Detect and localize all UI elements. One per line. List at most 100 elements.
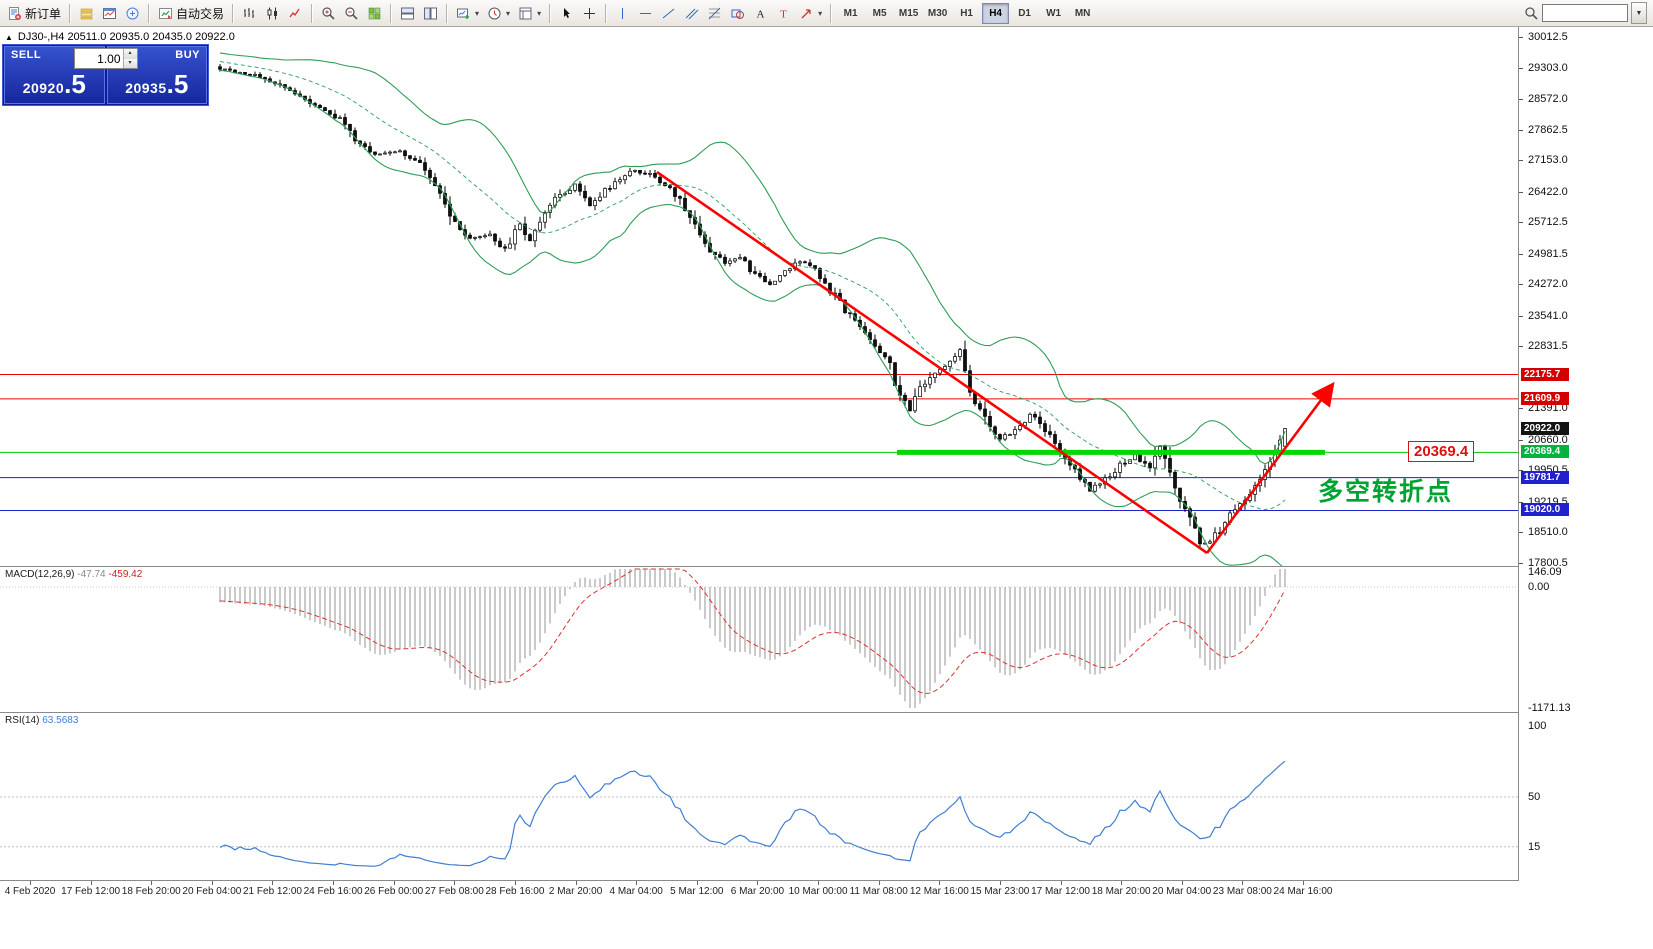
collapse-trade-panel-icon[interactable]: ▲ [5, 32, 13, 42]
search-input[interactable] [1542, 4, 1628, 22]
tile-windows-button[interactable] [363, 1, 386, 25]
macd-indicator-panel[interactable]: MACD(12,26,9) -47.74 -459.42 [0, 567, 1518, 713]
symbol-ohlc-label: DJ30-,H4 20511.0 20935.0 20435.0 20922.0 [17, 31, 235, 43]
layers-icon [79, 6, 94, 21]
time-axis-label: 5 Mar 12:00 [670, 886, 724, 897]
time-axis-tick [818, 881, 820, 885]
time-axis[interactable]: 4 Feb 2020 17 Feb 12:00 18 Feb 20:00 20 Feb… [0, 881, 1653, 949]
timeframe-m30-button[interactable]: M30 [927, 7, 948, 19]
timeframe-w1-button[interactable]: W1 [1046, 7, 1062, 19]
cursor-button[interactable] [555, 1, 578, 25]
search-dropdown-button[interactable]: ▼ [1631, 2, 1647, 24]
label-button[interactable]: T [772, 1, 795, 25]
trendline-down[interactable] [656, 170, 1208, 555]
text-button[interactable]: A [749, 1, 772, 25]
volume-field[interactable]: ▴ ▾ [73, 48, 138, 69]
toolbar-separator [605, 3, 608, 23]
symbol-info-bar: ▲ DJ30-,H4 20511.0 20935.0 20435.0 20922… [5, 31, 235, 43]
channel-icon [684, 6, 699, 21]
volume-down-button[interactable]: ▾ [123, 58, 137, 68]
time-axis-label: 4 Feb 2020 [4, 886, 56, 897]
time-axis-tick [1121, 881, 1123, 885]
fibonacci-button[interactable] [703, 1, 726, 25]
autotrade-button[interactable]: 自动交易 [154, 1, 228, 25]
crosshair-button[interactable] [578, 1, 601, 25]
arrange-vertical-button[interactable] [419, 1, 442, 25]
new-order-icon [7, 6, 22, 21]
timeframe-h4-button[interactable]: H4 [982, 2, 1010, 24]
candlestick-chart-button[interactable] [261, 1, 284, 25]
toolbar-separator [830, 3, 833, 23]
volume-up-button[interactable]: ▴ [123, 49, 137, 59]
line-chart-button[interactable] [284, 1, 307, 25]
sell-label: SELL [11, 49, 42, 61]
macd-histogram [219, 569, 1286, 708]
price-badge: 21609.9 [1521, 391, 1569, 405]
axis-tick [1519, 563, 1523, 564]
timeframe-h1-button[interactable]: H1 [960, 7, 973, 19]
timeframe-m5-button[interactable]: M5 [872, 7, 887, 19]
dropdown-caret-icon: ▾ [475, 8, 480, 18]
line-chart-icon [288, 6, 303, 21]
chart-window-button[interactable] [98, 1, 121, 25]
axis-tick [1519, 160, 1523, 162]
macd-canvas[interactable] [0, 567, 1518, 712]
price-axis-label: 27862.5 [1528, 123, 1568, 136]
window-h-icon [400, 6, 415, 21]
pivot-point-annotation[interactable]: 多空转折点 [1318, 478, 1454, 506]
sell-button[interactable]: SELL 20920.5 [4, 46, 105, 104]
time-axis-tick [333, 881, 335, 885]
arrange-horizontal-button[interactable] [396, 1, 419, 25]
volume-input[interactable] [74, 49, 123, 68]
rsi-indicator-panel[interactable]: RSI(14) 63.5683 [0, 713, 1518, 881]
time-axis-label: 24 Mar 16:00 [1273, 886, 1333, 897]
dropdown-caret-icon: ▾ [818, 8, 823, 18]
zoom-in-icon [321, 6, 336, 21]
horizontal-line-button[interactable] [634, 1, 657, 25]
price-axis-label: 25712.5 [1528, 216, 1568, 229]
zoom-in-button[interactable] [317, 1, 340, 25]
price-chart-canvas[interactable] [0, 27, 1518, 566]
price-axis-label: 24981.5 [1528, 247, 1568, 260]
time-axis-label: 4 Mar 04:00 [609, 886, 663, 897]
data-window-icon [125, 6, 140, 21]
price-chart-panel[interactable]: ▲ DJ30-,H4 20511.0 20935.0 20435.0 20922… [0, 27, 1518, 567]
new-chart-button[interactable]: ▾ [452, 1, 483, 25]
zoom-out-button[interactable] [340, 1, 363, 25]
template-icon [518, 6, 533, 21]
vertical-line-button[interactable] [611, 1, 634, 25]
templates-button[interactable]: ▾ [514, 1, 545, 25]
trendline-arrow-up[interactable] [1205, 381, 1335, 554]
time-axis-label: 18 Feb 20:00 [121, 886, 181, 897]
tile-grid-icon [367, 6, 382, 21]
timeframe-mn-button[interactable]: MN [1074, 7, 1091, 19]
price-axis-label: 24272.0 [1528, 278, 1568, 291]
volume-spinner: ▴ ▾ [122, 49, 137, 68]
new-order-button[interactable]: 新订单 [3, 1, 65, 25]
trendline-button[interactable] [657, 1, 680, 25]
axis-tick [1519, 501, 1523, 503]
time-axis-tick [696, 881, 698, 885]
timeframe-d1-button[interactable]: D1 [1018, 7, 1031, 19]
period-menu-button[interactable]: ▾ [483, 1, 514, 25]
timeframe-m1-button[interactable]: M1 [843, 7, 858, 19]
level-price-label[interactable]: 20369.4 [1408, 441, 1475, 462]
rsi-canvas[interactable] [0, 713, 1518, 880]
channel-button[interactable] [680, 1, 703, 25]
shapes-icon [730, 6, 745, 21]
time-axis-tick [90, 881, 92, 885]
axis-tick [1519, 315, 1523, 317]
time-axis-tick [878, 881, 880, 885]
arrows-button[interactable]: ▾ [795, 1, 826, 25]
price-axis-label: 21391.0 [1528, 402, 1568, 415]
time-axis-tick [393, 881, 395, 885]
macd-axis-label: 0.00 [1528, 581, 1550, 593]
bar-chart-button[interactable] [238, 1, 261, 25]
time-axis-label: 27 Feb 08:00 [424, 886, 484, 897]
timeframe-m15-button[interactable]: M15 [898, 7, 919, 19]
market-watch-button[interactable] [75, 1, 98, 25]
data-window-button[interactable] [121, 1, 144, 25]
shapes-button[interactable] [726, 1, 749, 25]
autotrade-button-label: 自动交易 [176, 6, 225, 21]
price-axis[interactable]: 30012.5 29303.0 28572.0 27862.5 27153.0 26422… [1518, 27, 1653, 881]
